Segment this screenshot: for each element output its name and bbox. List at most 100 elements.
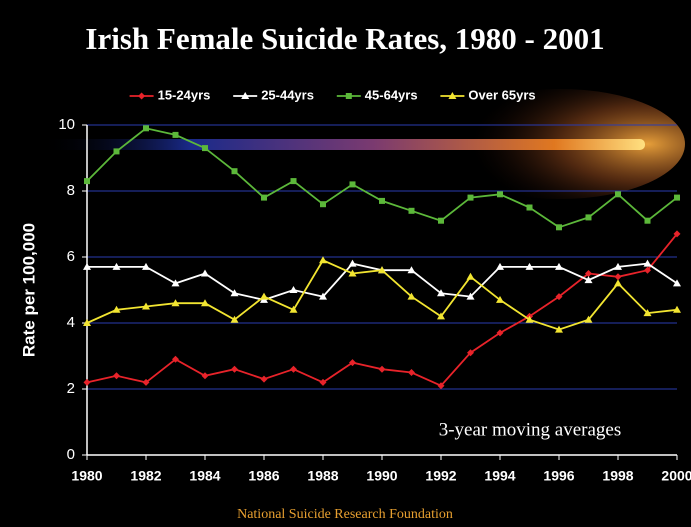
data-point	[319, 292, 327, 300]
data-point	[555, 262, 563, 270]
data-point	[555, 325, 563, 333]
x-tick-label: 1998	[602, 468, 633, 484]
data-point	[556, 224, 562, 231]
data-point	[496, 329, 504, 337]
data-point	[230, 315, 239, 323]
data-point	[201, 299, 209, 307]
data-point	[142, 378, 150, 386]
data-point	[584, 315, 593, 323]
x-tick-label: 1982	[130, 468, 161, 484]
legend: 15-24yrs 25-44yrs 45-64yrs Over 65yrs	[129, 87, 536, 102]
legend-label: Over 65yrs	[468, 87, 535, 102]
x-tick-label: 2000	[661, 468, 691, 484]
data-point	[614, 279, 622, 287]
data-point	[289, 305, 298, 313]
data-point	[202, 145, 208, 152]
data-point	[644, 217, 651, 224]
data-point	[348, 259, 357, 267]
legend-swatch-marker	[241, 92, 250, 99]
y-tick-label: 8	[67, 182, 75, 199]
x-tick-label: 1990	[366, 468, 397, 484]
data-point	[349, 359, 356, 367]
data-point	[497, 191, 503, 198]
x-tick-label: 1984	[189, 468, 220, 484]
data-point	[113, 148, 120, 155]
data-point	[673, 230, 681, 238]
data-point	[644, 266, 651, 274]
data-point	[614, 262, 622, 270]
data-point	[585, 214, 592, 221]
data-point	[555, 293, 563, 301]
data-point	[171, 279, 180, 287]
data-point	[320, 201, 326, 208]
data-point	[408, 207, 415, 214]
data-point	[614, 273, 622, 281]
data-point	[496, 295, 504, 303]
data-point	[349, 181, 356, 188]
data-point	[615, 191, 621, 198]
data-point	[319, 256, 327, 264]
data-point	[172, 355, 179, 363]
data-point	[230, 289, 239, 297]
data-point	[525, 262, 534, 270]
data-point	[142, 262, 150, 270]
data-point	[674, 194, 680, 201]
data-point	[83, 319, 91, 326]
data-point	[112, 262, 121, 270]
data-point	[408, 369, 415, 376]
data-point	[467, 194, 474, 201]
data-point	[231, 365, 238, 373]
data-point	[83, 378, 91, 386]
data-point	[525, 315, 534, 323]
data-point	[113, 372, 120, 380]
data-point	[289, 286, 298, 293]
data-point	[466, 272, 475, 280]
y-tick-label: 6	[67, 248, 75, 265]
data-point	[143, 125, 149, 132]
legend-swatch-marker	[448, 92, 457, 99]
x-tick-label: 1986	[248, 468, 279, 484]
data-point	[171, 299, 180, 307]
y-tick-label: 10	[58, 116, 75, 133]
legend-label: 15-24yrs	[158, 87, 211, 102]
data-point	[348, 269, 357, 277]
data-point	[526, 204, 533, 211]
data-point	[112, 305, 121, 313]
x-tick-label: 1996	[543, 468, 574, 484]
data-point	[437, 382, 445, 390]
data-point	[83, 262, 91, 270]
x-tick-label: 1992	[425, 468, 456, 484]
data-point	[142, 302, 150, 310]
data-point	[260, 292, 268, 300]
annotation: 3-year moving averages	[439, 419, 622, 440]
data-point	[379, 197, 385, 204]
data-point	[643, 309, 652, 317]
legend-label: 25-44yrs	[261, 87, 314, 102]
data-point	[437, 289, 445, 297]
legend-label: 45-64yrs	[365, 87, 418, 102]
y-tick-label: 0	[67, 446, 75, 463]
data-point	[673, 305, 681, 313]
y-axis-label: Rate per 100,000	[19, 223, 38, 357]
source: National Suicide Research Foundation	[237, 507, 453, 522]
data-point	[585, 270, 592, 277]
legend-swatch-marker	[345, 93, 352, 99]
x-tick-label: 1980	[71, 468, 102, 484]
data-point	[172, 131, 179, 138]
data-point	[643, 259, 652, 267]
chart-title: Irish Female Suicide Rates, 1980 - 2001	[85, 21, 604, 56]
data-point	[496, 262, 504, 270]
data-point	[378, 266, 386, 274]
data-point	[437, 312, 445, 320]
data-point	[260, 375, 268, 383]
data-point	[584, 276, 593, 284]
data-point	[319, 378, 327, 386]
data-point	[84, 178, 90, 185]
data-point	[407, 266, 416, 274]
x-tick-label: 1988	[307, 468, 338, 484]
y-tick-label: 4	[67, 314, 75, 331]
data-point	[290, 178, 297, 185]
data-point	[407, 292, 416, 300]
